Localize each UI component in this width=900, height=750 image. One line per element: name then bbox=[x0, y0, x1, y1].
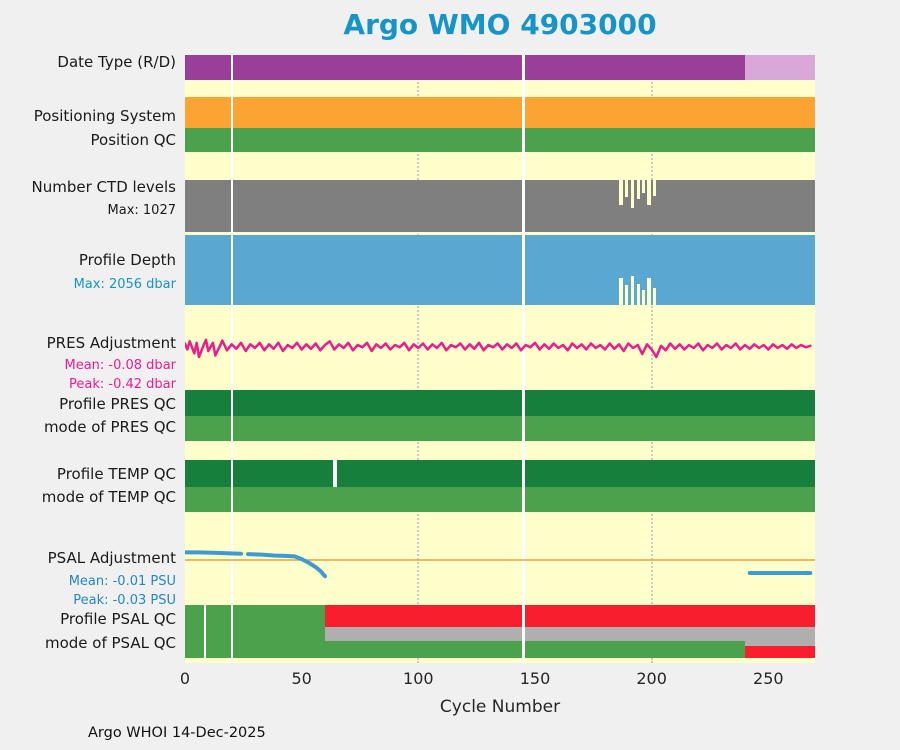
psal-adjustment-line-a bbox=[185, 550, 243, 556]
segment bbox=[647, 179, 651, 205]
x-tick-label: 150 bbox=[519, 669, 551, 688]
segment bbox=[185, 390, 815, 416]
segment bbox=[624, 285, 629, 305]
row-labels: Date Type (R/D) Positioning System Positio… bbox=[0, 52, 181, 663]
band-mode-pres-qc bbox=[185, 416, 815, 441]
segment bbox=[325, 641, 745, 658]
segment bbox=[630, 179, 635, 208]
segment bbox=[185, 55, 745, 80]
row-label: mode of PRES QC bbox=[43, 417, 176, 436]
x-axis-label: Cycle Number bbox=[439, 697, 561, 717]
row-label: Number CTD levels bbox=[31, 177, 176, 196]
segment bbox=[642, 289, 645, 305]
segment bbox=[652, 179, 657, 196]
segment bbox=[624, 179, 629, 198]
row-label: PRES Adjustment bbox=[46, 333, 176, 352]
row-label: Max: 1027 bbox=[107, 202, 176, 218]
band-profile-depth bbox=[185, 235, 815, 305]
row-label: mode of TEMP QC bbox=[41, 487, 176, 506]
band-ctd-levels bbox=[185, 172, 815, 232]
segment bbox=[325, 632, 815, 642]
segment bbox=[185, 97, 815, 128]
row-label: Mean: -0.01 PSU bbox=[68, 573, 176, 589]
band-profile-temp-qc bbox=[185, 460, 815, 487]
row-label: Profile TEMP QC bbox=[56, 464, 176, 483]
pres-adjustment-line bbox=[185, 338, 812, 359]
row-label: Mean: -0.08 dbar bbox=[64, 357, 176, 373]
row-label: Max: 2056 dbar bbox=[73, 276, 176, 292]
row-label: Profile PRES QC bbox=[59, 394, 176, 413]
row-label: PSAL Adjustment bbox=[47, 548, 176, 567]
row-label: Peak: -0.42 dbar bbox=[69, 376, 176, 392]
segment bbox=[745, 645, 815, 658]
x-axis-ticks: 0 50 100 150 200 250 bbox=[180, 669, 815, 691]
segment bbox=[745, 55, 815, 80]
plot-area bbox=[185, 55, 815, 663]
segment bbox=[185, 128, 815, 152]
x-tick-label: 200 bbox=[636, 669, 667, 688]
band-positioning-system bbox=[185, 97, 815, 128]
segment bbox=[185, 460, 815, 487]
segment bbox=[647, 278, 651, 305]
segment bbox=[185, 632, 325, 658]
segment bbox=[333, 460, 337, 487]
segment bbox=[652, 287, 657, 305]
footer-credit: Argo WHOI 14-Dec-2025 bbox=[88, 725, 266, 741]
row-label: mode of PSAL QC bbox=[44, 633, 176, 652]
x-tick-label: 100 bbox=[403, 669, 434, 688]
psal-adjustment-line-b bbox=[246, 552, 327, 579]
chart-title: Argo WMO 4903000 bbox=[343, 8, 657, 41]
segment bbox=[619, 179, 623, 205]
gridline-dotted bbox=[650, 55, 653, 663]
band-mode-temp-qc bbox=[185, 487, 815, 512]
x-tick-label: 250 bbox=[753, 669, 784, 688]
row-label: Position QC bbox=[90, 130, 176, 149]
row-label: Profile Depth bbox=[78, 250, 176, 269]
segment bbox=[185, 605, 325, 632]
band-position-qc bbox=[185, 128, 815, 152]
row-label: Positioning System bbox=[33, 106, 176, 125]
segment bbox=[325, 626, 815, 632]
segment bbox=[636, 179, 640, 199]
lines-layer bbox=[185, 338, 815, 579]
row-label: Profile PSAL QC bbox=[60, 609, 176, 628]
band-profile-psal-qc bbox=[185, 605, 815, 632]
band-date-type bbox=[185, 55, 815, 80]
row-label: Date Type (R/D) bbox=[57, 52, 176, 71]
segment bbox=[203, 632, 207, 658]
gridline-dotted bbox=[417, 55, 420, 663]
segment bbox=[185, 179, 815, 232]
event-line-white bbox=[230, 55, 234, 663]
event-line-white bbox=[522, 55, 525, 663]
segment bbox=[203, 605, 207, 632]
row-label: Peak: -0.03 PSU bbox=[73, 592, 176, 608]
segment bbox=[185, 487, 815, 512]
x-tick-label: 50 bbox=[291, 669, 312, 688]
segment bbox=[745, 641, 815, 646]
band-profile-pres-qc bbox=[185, 390, 815, 416]
segment bbox=[185, 416, 815, 441]
segment bbox=[636, 284, 640, 305]
segment bbox=[642, 179, 645, 193]
x-tick-label: 0 bbox=[179, 669, 191, 688]
segment bbox=[325, 605, 815, 627]
segment bbox=[619, 278, 623, 305]
segment bbox=[630, 275, 635, 305]
band-mode-psal-qc bbox=[185, 632, 815, 658]
segment bbox=[185, 235, 815, 305]
